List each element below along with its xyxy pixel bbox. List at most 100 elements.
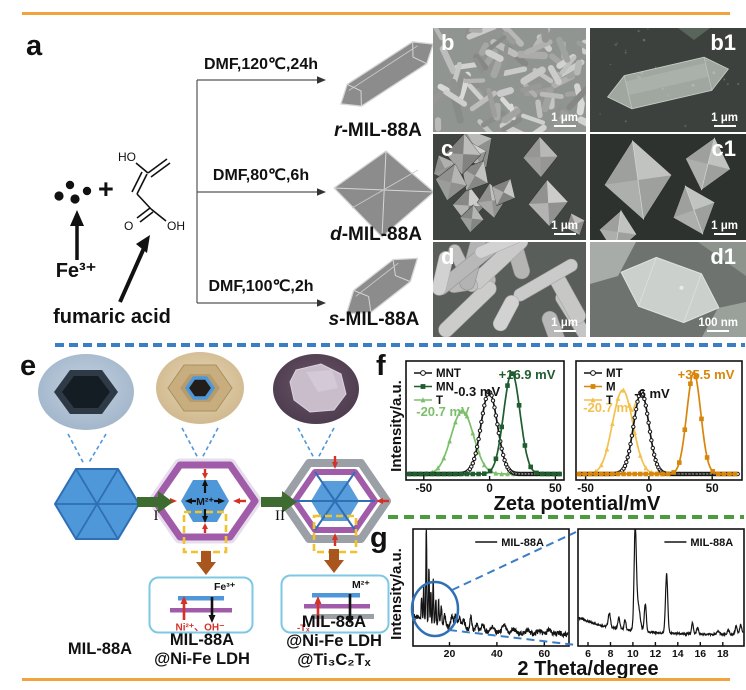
svg-text:-20.7 mV: -20.7 mV [583,400,637,415]
scale-text: 1 μm [551,219,578,232]
svg-text:18: 18 [717,648,729,660]
plus-sign: + [98,174,114,204]
scale-bar-b1: 1 μm [711,111,738,127]
route1-condition: DMF,120℃,24h [203,56,318,73]
sem-image-d1: d1 100 nm [590,242,746,337]
dashed-link-line [67,433,85,465]
dashed-link-line [297,427,315,459]
tem-image-mil88a [38,354,134,465]
svg-text:MIL-88A: MIL-88A [501,537,544,549]
reaction-branch-arrows [196,76,326,307]
sem-label-d: d [441,244,455,269]
product-name-line: @Ni-Fe LDH [154,650,250,668]
product-name-line: MIL-88A [169,631,235,649]
scale-text: 1 μm [551,316,578,329]
zeta-y-axis-label: Intensity/a.u. [388,380,405,472]
scale-bar-d: 1 μm [551,316,578,332]
step1-arrow [137,491,173,513]
svg-text:-50: -50 [415,483,432,495]
svg-text:0: 0 [646,483,652,495]
sem-image-d: d 1 μm [433,242,586,337]
svg-text:MN: MN [436,382,454,394]
xrd-plot-low-angle: 6 8 10 12 14 16 18 MIL-88A [577,528,745,660]
svg-text:60: 60 [538,648,550,660]
bottom-border-line [22,678,730,681]
dashed-link-line [87,433,107,465]
fumaric-acid-label: fumaric acid [53,306,171,328]
green-dashed-divider [388,515,744,519]
sem-image-b: b 1 μm [433,28,586,132]
sem-label-b1: b1 [710,30,736,55]
sem-label-c1: c1 [711,136,736,161]
product-suffix: -MIL-88A [341,224,422,245]
sem-label-b: b [441,30,455,55]
svg-text:12: 12 [650,648,662,660]
svg-text:6: 6 [585,648,591,660]
svg-text:10: 10 [627,648,639,660]
scale-bar-c1: 1 μm [711,219,738,235]
svg-text:-0.3 mV: -0.3 mV [454,384,501,399]
tx-label: -Tₓ [297,623,310,634]
ldh-inset-arrow [196,551,216,575]
route2-condition: DMF,80℃,6h [212,167,310,184]
mxene-wrap-inset: M²⁺ -Tₓ [280,574,390,634]
xrd-x-axis-label: 2 Theta/degree [517,658,659,680]
product-suffix: -MIL-88A [341,120,422,141]
oh-label: OH [167,219,185,233]
sem-image-c: c 1 μm [433,134,586,240]
scale-text: 1 μm [711,219,738,232]
mxene-inset-arrow [324,549,344,573]
svg-text:-20.7 mV: -20.7 mV [416,404,470,419]
product-d-mil-88a: d-MIL-88A [320,224,432,246]
product-name-mil88a-ldh-mxene: MIL-88A @Ni-Fe LDH @Ti₃C₂Tₓ [272,613,396,670]
svg-text:50: 50 [549,483,562,495]
panel-label-a: a [26,30,43,62]
product-name-line: MIL-88A [301,613,367,631]
xrd-y-axis-label: Intensity/a.u. [388,548,405,640]
product-name-mil88a-ldh: MIL-88A @Ni-Fe LDH [146,631,258,669]
scale-bar-line [553,329,576,332]
sem-image-mil88a-ldh-mxene [273,354,359,459]
fumaric-acid-structure: HO O OH [118,150,185,233]
o-label: O [124,219,133,233]
sem-label-c: c [441,136,454,161]
product-s-mil-88a: s-MIL-88A [318,309,430,331]
ni-oh-label: Ni²⁺、OH⁻ [176,623,225,634]
svg-text:14: 14 [672,648,684,660]
svg-text:20: 20 [444,648,456,660]
dashed-link-line [201,427,219,459]
product-prefix: d [330,224,342,245]
zeta-plot-right: -50 0 50 +35.5 mV -6 mV-20.7 mV MT MT [575,360,743,495]
hexagon-mil88a-schematic [53,468,141,540]
dashed-link-line [317,427,335,459]
svg-text:50: 50 [706,483,719,495]
route3-condition: DMF,100℃,2h [208,278,314,295]
m2-label: M²⁺ [352,579,370,591]
scale-bar-c: 1 μm [551,219,578,235]
scale-bar-line [553,124,576,127]
product-name-line: MIL-88A [67,640,133,658]
scale-text: 1 μm [711,111,738,124]
ldh-growth-inset: Fe³⁺ Ni²⁺、OH⁻ [148,576,254,634]
product-r-mil-88a: r-MIL-88A [322,120,434,142]
product-name-mil88a: MIL-88A [52,640,148,659]
dashed-link-line [181,427,199,459]
svg-text:40: 40 [491,648,503,660]
top-border-line [22,12,730,15]
scale-bar-b: 1 μm [551,112,578,127]
svg-text:MNT: MNT [436,368,461,380]
svg-text:T: T [606,395,613,407]
product-name-line: @Ni-Fe LDH [286,632,382,650]
xrd-plot-full-range: 20 40 60 MIL-88A [412,528,570,660]
svg-text:MT: MT [606,368,623,380]
scale-bar-line [707,329,730,332]
step2-label: II [275,508,285,524]
core-ion-label: M²⁺ [196,496,214,508]
product-suffix: -MIL-88A [339,309,420,330]
panel-label-e: e [20,350,37,382]
svg-text:8: 8 [608,648,614,660]
product-prefix: s [328,309,340,330]
svg-text:+35.5 mV: +35.5 mV [678,367,735,382]
fe-arrow-up [70,210,84,260]
